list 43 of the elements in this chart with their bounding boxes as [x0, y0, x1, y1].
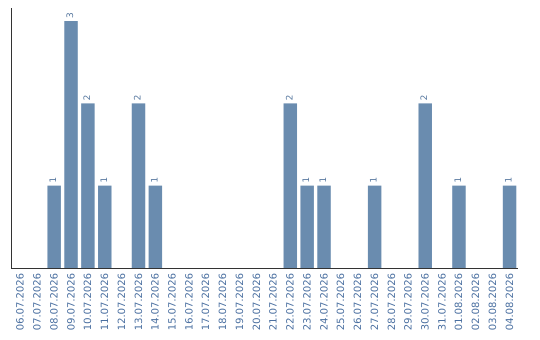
data-label: 1 [49, 176, 60, 183]
data-label: 2 [82, 94, 93, 100]
x-tick-label: 12.07.2026 [116, 273, 128, 330]
data-label: 1 [319, 176, 330, 183]
x-tick-label: 13.07.2026 [134, 273, 145, 330]
x-tick-label: 18.07.2026 [218, 273, 230, 330]
x-tick-label: 26.07.2026 [353, 273, 364, 330]
x-tick-label: 08.07.2026 [49, 273, 60, 330]
x-tick-label: 04.08.2026 [504, 273, 516, 330]
x-tick-label: 15.07.2026 [167, 273, 178, 330]
x-tick-label: 09.07.2026 [66, 273, 78, 330]
x-tick-label: 25.07.2026 [336, 273, 348, 330]
x-tick-label: 21.07.2026 [268, 273, 280, 330]
data-label: 1 [100, 176, 110, 183]
x-tick-label: 06.07.2026 [16, 273, 27, 330]
x-tick-label: 20.07.2026 [252, 273, 263, 330]
x-tick-label: 16.07.2026 [184, 273, 196, 330]
x-tick-label: 14.07.2026 [150, 273, 162, 330]
x-tick-label: 27.07.2026 [370, 273, 381, 330]
x-tick-label: 17.07.2026 [201, 273, 212, 330]
x-tick-label: 29.07.2026 [404, 273, 415, 330]
data-label: 2 [420, 94, 430, 100]
x-tick-label: 30.07.2026 [420, 273, 432, 330]
data-label: 1 [302, 176, 312, 183]
data-label: 2 [134, 94, 144, 100]
x-tick-label: 02.08.2026 [471, 273, 482, 330]
x-tick-label: 28.07.2026 [386, 273, 398, 330]
x-tick-label: 07.07.2026 [32, 273, 44, 330]
data-label: 3 [66, 12, 76, 18]
data-label: 2 [285, 94, 296, 100]
x-tick-label: 24.07.2026 [319, 273, 330, 330]
data-label: 1 [504, 176, 515, 183]
x-tick-label: 31.07.2026 [437, 273, 448, 330]
x-tick-label: 11.07.2026 [100, 273, 112, 330]
x-tick-label: 10.07.2026 [83, 273, 94, 330]
data-label: 1 [150, 176, 160, 183]
x-tick-label: 01.08.2026 [454, 273, 466, 330]
x-tick-label: 23.07.2026 [302, 273, 314, 330]
x-tick-label: 03.08.2026 [488, 273, 499, 330]
data-label: 1 [454, 176, 464, 183]
data-label: 1 [370, 176, 380, 183]
x-tick-label: 19.07.2026 [234, 273, 246, 330]
x-tick-label: 22.07.2026 [286, 273, 297, 330]
